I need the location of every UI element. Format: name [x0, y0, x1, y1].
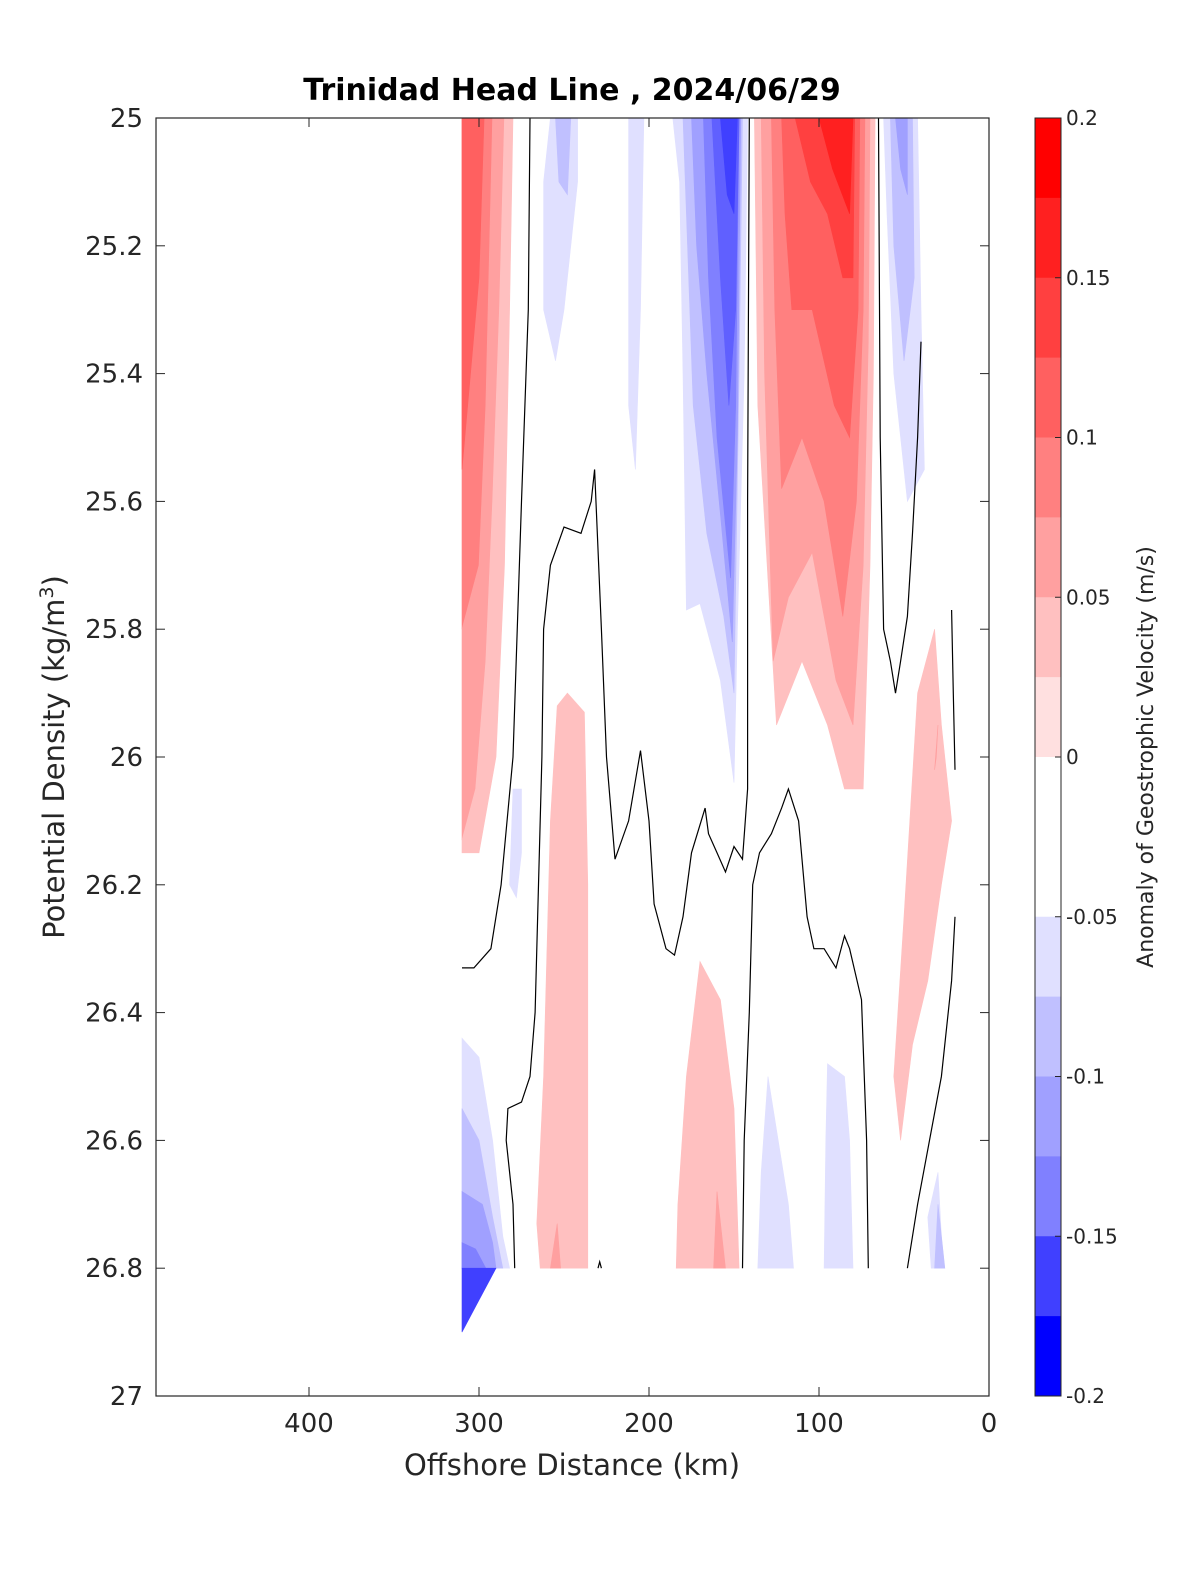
- zero-contour-2: [505, 117, 750, 1269]
- x-tick-label-0: 0: [981, 1409, 998, 1439]
- contour-region-28: [675, 960, 740, 1269]
- colorbar-band-8: [1035, 677, 1061, 758]
- colorbar-band-12: [1035, 996, 1061, 1078]
- plot-area: [461, 117, 952, 1333]
- colorbar-band-13: [1035, 1076, 1061, 1157]
- x-tick-label-400: 400: [284, 1409, 334, 1439]
- zero-contour-1: [462, 117, 531, 969]
- x-tick-label-100: 100: [794, 1409, 844, 1439]
- contour-region-30: [757, 1076, 794, 1269]
- colorbar-band-14: [1035, 1156, 1061, 1237]
- y-tick-label-26.2: 26.2: [85, 871, 143, 901]
- contour-region-24: [934, 724, 939, 770]
- zero-contour-6: [951, 609, 956, 770]
- colorbar-band-3: [1035, 277, 1061, 359]
- zero-contour-5: [877, 117, 922, 694]
- y-axis-label-main: Potential Density (kg/m: [37, 599, 71, 939]
- colorbar-tick-label--0.1: -0.1: [1066, 1065, 1105, 1089]
- colorbar-tick-label--0.05: -0.05: [1066, 905, 1118, 929]
- zero-contour-4: [741, 787, 869, 1269]
- colorbar-band-11: [1035, 916, 1061, 998]
- x-tick-label-200: 200: [624, 1409, 674, 1439]
- x-axis: 400 300 200 100 0: [284, 118, 997, 1439]
- colorbar-band-9: [1035, 757, 1061, 838]
- colorbar-band-5: [1035, 437, 1061, 518]
- y-tick-label-26: 26: [110, 743, 143, 773]
- contour-region-26: [536, 692, 589, 1269]
- contour-region-27: [550, 1223, 561, 1269]
- contour-region-25: [509, 788, 522, 899]
- zero-contour-lines: [462, 117, 956, 1269]
- y-tick-label-25.6: 25.6: [85, 487, 143, 517]
- x-tick-label-300: 300: [454, 1409, 504, 1439]
- colorbar-tick-label--0.15: -0.15: [1066, 1224, 1118, 1248]
- contour-region-7: [628, 117, 645, 470]
- contour-region-5: [543, 117, 578, 361]
- y-axis-label-superscript: 3: [36, 586, 58, 598]
- contour-region-31: [823, 1063, 854, 1269]
- y-tick-label-27: 27: [110, 1382, 143, 1412]
- y-axis-label: Potential Density (kg/m3): [36, 575, 71, 939]
- colorbar-tick-label--0.2: -0.2: [1066, 1384, 1105, 1408]
- colorbar-band-16: [1035, 1316, 1061, 1397]
- colorbar-band-4: [1035, 357, 1061, 439]
- contour-region-23: [893, 629, 952, 1141]
- y-tick-label-26.6: 26.6: [85, 1126, 143, 1156]
- y-tick-label-26.4: 26.4: [85, 999, 143, 1029]
- zero-contour-3: [597, 1259, 602, 1269]
- colorbar-band-1: [1035, 118, 1061, 199]
- colorbar: 0.2 0.15 0.1 0.05 0 -0.05 -0.1 -0.15 -0.2: [1034, 106, 1118, 1408]
- y-tick-label-25.4: 25.4: [85, 360, 143, 390]
- y-axis: 25 25.2 25.4 25.6 25.8 26 26.2 26.4 26.6 26.8 27: [85, 104, 989, 1412]
- colorbar-tick-label-0.15: 0.15: [1066, 266, 1111, 290]
- contour-region-38: [461, 1267, 497, 1333]
- colorbar-tick-label-0: 0: [1066, 745, 1079, 769]
- colorbar-band-2: [1035, 197, 1061, 279]
- x-axis-label: Offshore Distance (km): [404, 1448, 740, 1482]
- colorbar-band-6: [1035, 517, 1061, 598]
- colorbar-band-15: [1035, 1236, 1061, 1317]
- colorbar-band-10: [1035, 836, 1061, 918]
- colorbar-tick-label-0.05: 0.05: [1066, 585, 1111, 609]
- contour-region-4: [461, 117, 514, 854]
- colorbar-tick-label-0.2: 0.2: [1066, 106, 1098, 130]
- y-tick-label-25: 25: [110, 104, 143, 134]
- contour-region-33: [934, 1204, 946, 1269]
- colorbar-tick-label-0.1: 0.1: [1066, 426, 1098, 450]
- y-tick-label-25.8: 25.8: [85, 615, 143, 645]
- chart-title: Trinidad Head Line , 2024/06/29: [303, 73, 840, 108]
- contour-region-29: [713, 1191, 726, 1269]
- y-axis-label-close: ): [37, 575, 71, 586]
- colorbar-label: Anomaly of Geostrophic Velocity (m/s): [1134, 546, 1159, 968]
- zero-contour-7: [906, 916, 956, 1269]
- y-tick-label-26.8: 26.8: [85, 1254, 143, 1284]
- colorbar-band-7: [1035, 597, 1061, 678]
- y-tick-label-25.2: 25.2: [85, 232, 143, 262]
